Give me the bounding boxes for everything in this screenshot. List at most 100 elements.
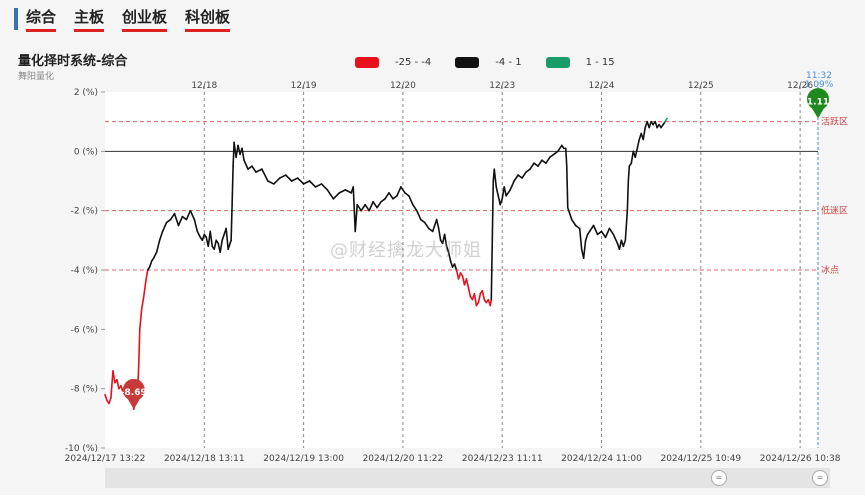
tab-composite[interactable]: 综合 — [26, 8, 57, 32]
series-segment — [364, 203, 370, 212]
series-segment — [660, 123, 664, 129]
series-segment — [492, 168, 496, 182]
series-segment — [586, 230, 591, 236]
series-segment — [400, 186, 406, 194]
series-segment — [137, 328, 141, 366]
series-segment — [229, 239, 232, 245]
series-segment — [467, 286, 472, 298]
ref-line-label: 冰点 — [821, 264, 839, 276]
series-segment — [471, 292, 476, 301]
series-segment — [475, 301, 480, 307]
series-segment — [320, 183, 329, 191]
chart-title: 量化择时系统-综合 — [18, 54, 128, 69]
series-segment — [620, 239, 625, 248]
series-segment — [485, 298, 490, 304]
series-segment — [503, 186, 507, 197]
series-segment — [284, 174, 293, 182]
zoom-scrollbar[interactable] — [105, 468, 830, 488]
series-segment — [487, 298, 492, 307]
series-segment — [612, 233, 619, 245]
series-segment — [455, 269, 460, 280]
series-segment — [380, 198, 386, 203]
series-segment — [658, 123, 662, 129]
series-segment — [604, 227, 611, 239]
legend-item-low[interactable]: -25 - -4 — [355, 57, 431, 68]
series-segment — [372, 200, 378, 209]
accent-bar — [14, 8, 18, 30]
series-segment — [215, 239, 220, 245]
series-segment — [237, 144, 241, 156]
series-segment — [624, 209, 629, 242]
crosshair-value: 1.09% — [805, 80, 834, 90]
series-segment — [356, 203, 363, 212]
zoom-handle-left[interactable]: = — [711, 470, 727, 486]
series-segment — [618, 239, 623, 251]
series-segment — [499, 198, 504, 206]
day-label: 12/24 — [589, 81, 615, 91]
series-segment — [433, 218, 438, 227]
series-segment — [332, 192, 341, 200]
series-segment — [199, 236, 204, 242]
x-tick-label: 2024/12/24 11:00 — [561, 454, 642, 464]
series-segment — [189, 209, 196, 221]
series-segment — [126, 390, 130, 399]
series-segment — [634, 147, 639, 159]
series-segment — [219, 239, 223, 253]
series-segment — [169, 212, 176, 221]
series-segment — [664, 117, 668, 123]
x-tick-label: 2024/12/26 10:38 — [760, 454, 841, 464]
y-tick-label: -10 (%) — [65, 444, 98, 454]
series-segment — [521, 171, 527, 179]
series-segment — [465, 278, 470, 289]
series-segment — [517, 174, 523, 179]
legend-swatch-mid — [455, 57, 480, 68]
series-segment — [140, 295, 145, 310]
series-segment — [231, 165, 234, 206]
series-segment — [491, 180, 495, 242]
series-segment — [261, 168, 269, 182]
series-segment — [150, 257, 155, 262]
series-segment — [529, 162, 535, 170]
series-segment — [223, 227, 227, 236]
series-segment — [437, 227, 442, 242]
series-segment — [473, 292, 478, 307]
series-segment — [489, 298, 493, 307]
series-segment — [144, 269, 149, 283]
series-segment — [104, 393, 108, 402]
series-segment — [505, 189, 511, 197]
series-segment — [537, 159, 543, 167]
series-segment — [177, 215, 184, 227]
tab-chinext[interactable]: 创业板 — [122, 8, 168, 32]
series-segment — [566, 206, 571, 215]
legend-item-mid[interactable]: -4 - 1 — [455, 57, 522, 68]
series-segment — [278, 174, 287, 179]
series-segment — [251, 165, 257, 173]
series-segment — [644, 120, 648, 129]
marker-label: 1.11 — [807, 97, 829, 107]
series-segment — [201, 233, 206, 242]
series-segment — [497, 195, 502, 206]
series-segment — [451, 263, 456, 268]
tab-star-market[interactable]: 科创板 — [185, 8, 231, 32]
series-segment — [203, 233, 208, 239]
zoom-handle-right[interactable]: = — [812, 470, 828, 486]
series-segment — [533, 162, 539, 167]
series-segment — [656, 123, 660, 129]
series-segment — [525, 168, 531, 173]
series-segment — [549, 153, 555, 159]
series-segment — [408, 195, 414, 206]
series-segment — [638, 132, 643, 141]
legend-item-high[interactable]: 1 - 15 — [545, 57, 615, 68]
x-tick-label: 2024/12/18 13:11 — [164, 454, 245, 464]
series-segment — [650, 120, 654, 126]
series-segment — [654, 120, 658, 129]
series-segment — [648, 120, 652, 129]
legend: -25 - -4 -4 - 1 1 - 15 — [355, 57, 639, 68]
series-segment — [326, 189, 335, 200]
series-segment — [314, 183, 323, 188]
series-segment — [463, 278, 468, 286]
tab-main-board[interactable]: 主板 — [74, 8, 105, 32]
series-segment — [443, 233, 448, 248]
series-segment — [580, 248, 585, 259]
